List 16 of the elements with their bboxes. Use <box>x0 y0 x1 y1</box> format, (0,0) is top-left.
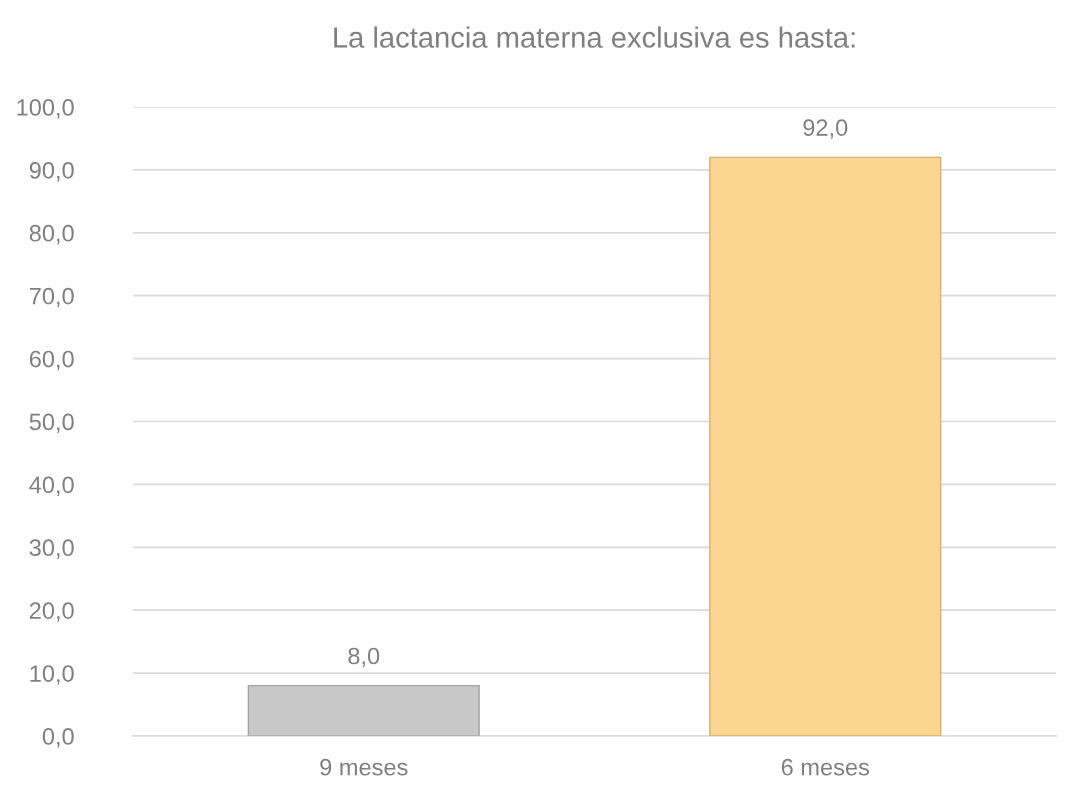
y-tick-label: 80,0 <box>29 224 74 245</box>
x-tick-label: 9 meses <box>320 758 408 776</box>
y-tick-label: 70,0 <box>29 287 74 308</box>
y-tick-label: 40,0 <box>29 476 74 496</box>
y-tick-label: 60,0 <box>29 350 74 371</box>
y-tick-label: 20,0 <box>29 602 74 622</box>
data-label: 92,0 <box>803 119 848 139</box>
y-tick-label: 90,0 <box>29 161 74 182</box>
y-tick-label: 10,0 <box>30 665 74 685</box>
y-tick-label: 30,0 <box>29 539 74 559</box>
x-tick-label: 6 meses <box>781 758 870 776</box>
y-tick-label: 100,0 <box>17 99 74 119</box>
chart-title: La lactancia materna exclusiva es hasta: <box>334 26 855 48</box>
y-tick-label: 50,0 <box>29 413 74 434</box>
data-label: 8,0 <box>348 647 380 668</box>
y-tick-label: 0,0 <box>42 728 74 748</box>
